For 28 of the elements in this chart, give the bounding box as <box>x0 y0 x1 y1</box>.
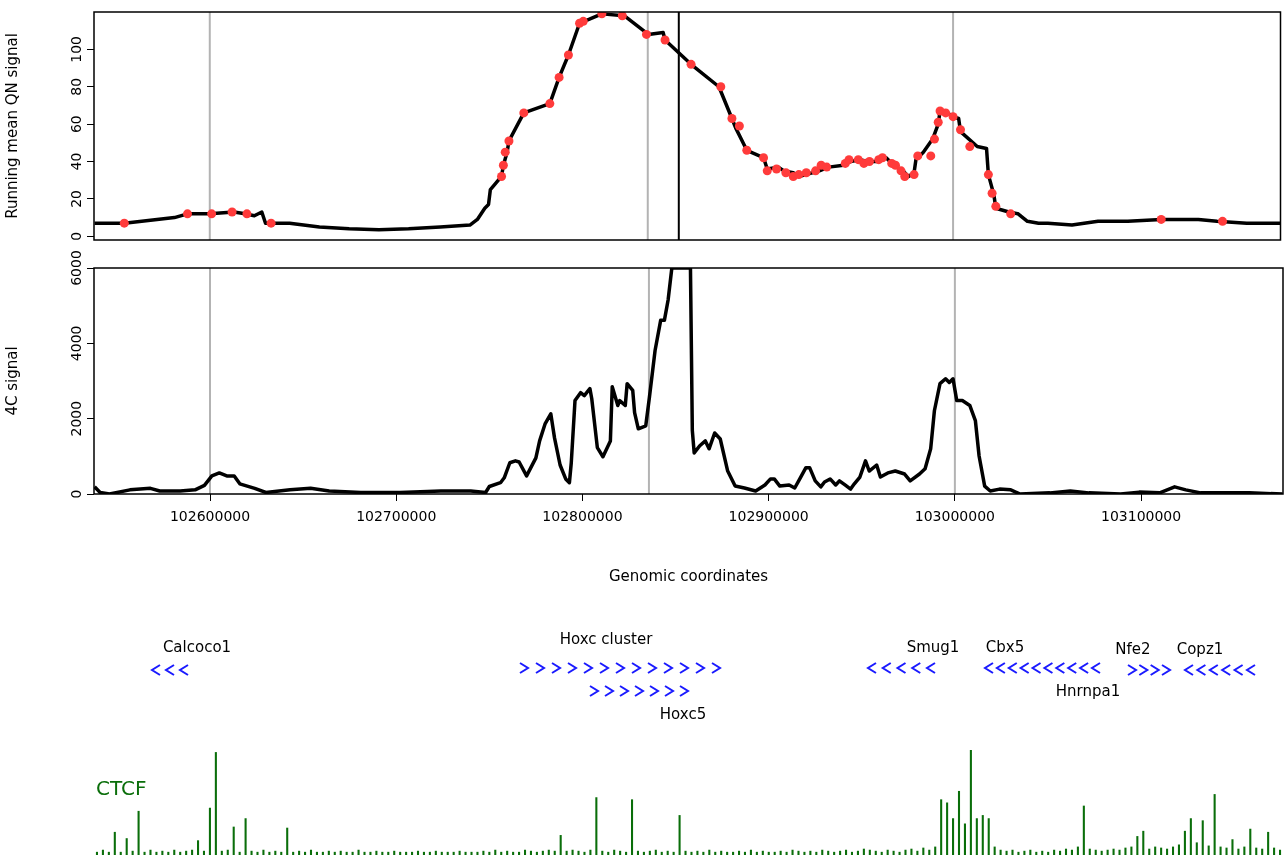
x-tick-label: 103100000 <box>1101 508 1182 525</box>
text: Hoxc cluster <box>559 630 653 648</box>
y-axis-title: Running mean QN signal <box>2 33 21 219</box>
y-tick-label: 0 <box>67 489 84 499</box>
text: Hnrnpa1 <box>1055 682 1121 700</box>
text: Calcoco1 <box>162 638 232 656</box>
y-tick-label: 4000 <box>67 325 84 362</box>
y-tick-label: 80 <box>67 77 84 96</box>
x-tick-label: 102600000 <box>169 508 251 525</box>
text: Copz1 <box>1176 640 1224 658</box>
text: Smug1 <box>906 638 960 656</box>
x-axis-title: Genomic coordinates <box>608 566 769 585</box>
x-tick-label: 102800000 <box>542 508 623 525</box>
x-tick-label: 102700000 <box>356 508 437 525</box>
text: Nfe2 <box>1115 640 1151 658</box>
y-tick-label: 40 <box>67 152 84 171</box>
x-tick-label: 103000000 <box>914 508 995 525</box>
y-tick-label: 20 <box>67 189 84 208</box>
y-tick-label: 6000 <box>67 250 84 286</box>
y-tick-label: 0 <box>67 231 84 241</box>
y-axis-title: 4C signal <box>2 346 21 416</box>
text: CTCF <box>96 776 147 800</box>
x-tick-label: 102900000 <box>728 508 809 525</box>
y-tick-label: 60 <box>67 115 84 134</box>
text: Cbx5 <box>985 638 1025 656</box>
y-tick-label: 2000 <box>67 400 84 437</box>
y-tick-label: 100 <box>67 36 84 63</box>
text: Hoxc5 <box>659 705 707 723</box>
